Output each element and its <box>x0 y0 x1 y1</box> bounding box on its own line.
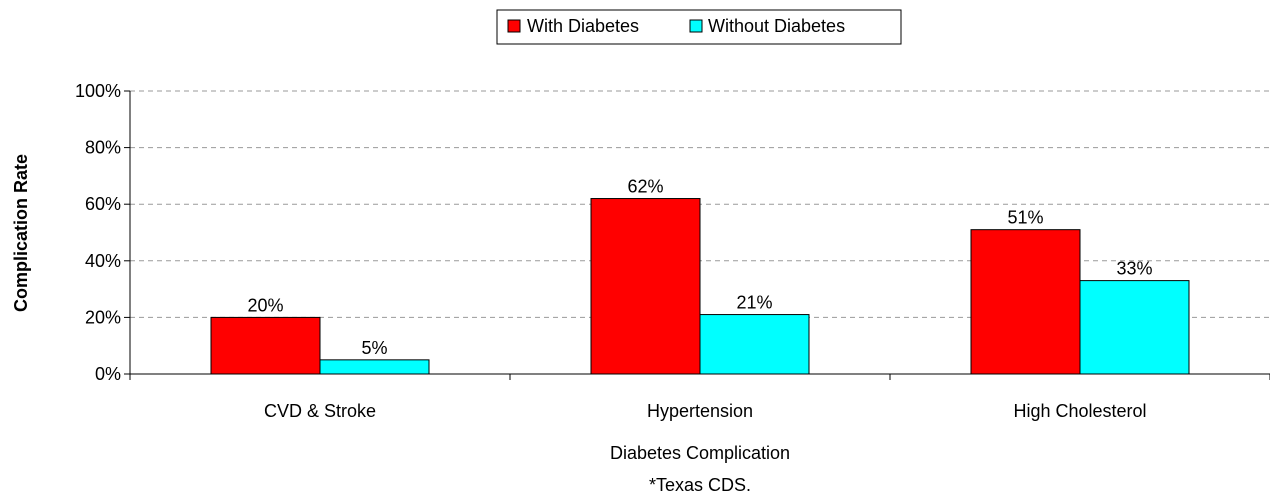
x-tick-label: CVD & Stroke <box>264 401 376 421</box>
bar-with-diabetes <box>590 198 701 375</box>
bars <box>210 198 1190 375</box>
legend-label-without-diabetes: Without Diabetes <box>708 16 845 36</box>
x-tick-label: High Cholesterol <box>1013 401 1146 421</box>
data-labels: 20% 5% 62% 21% 51% 33% <box>247 177 1152 358</box>
bar-without-diabetes <box>1079 280 1190 375</box>
bar-without-diabetes <box>699 314 810 375</box>
x-axis-title: Diabetes Complication <box>610 443 790 463</box>
legend: With Diabetes Without Diabetes <box>496 9 902 45</box>
legend-label-with-diabetes: With Diabetes <box>527 16 639 36</box>
bar-without-diabetes <box>319 359 430 375</box>
legend-swatch-with-diabetes <box>507 19 521 33</box>
y-tick-label: 20% <box>85 307 121 327</box>
x-tick-label: Hypertension <box>647 401 753 421</box>
data-label: 21% <box>736 293 772 313</box>
bar-with-diabetes <box>970 229 1081 375</box>
x-axis-ticks: CVD & Stroke Hypertension High Cholesterol <box>129 374 1270 421</box>
footnote: *Texas CDS. <box>649 475 751 495</box>
bar-with-diabetes <box>210 316 321 375</box>
data-label: 5% <box>361 338 387 358</box>
data-label: 62% <box>627 177 663 197</box>
y-tick-label: 60% <box>85 194 121 214</box>
data-label: 20% <box>247 295 283 315</box>
data-label: 51% <box>1007 208 1043 228</box>
y-axis-title: Complication Rate <box>11 154 31 312</box>
legend-swatch-without-diabetes <box>689 19 703 33</box>
data-label: 33% <box>1116 259 1152 279</box>
y-tick-label: 80% <box>85 138 121 158</box>
y-tick-label: 40% <box>85 251 121 271</box>
y-tick-label: 0% <box>95 364 121 384</box>
y-tick-label: 100% <box>75 81 121 101</box>
y-axis-ticks: 0% 20% 40% 60% 80% 100% <box>75 81 130 384</box>
